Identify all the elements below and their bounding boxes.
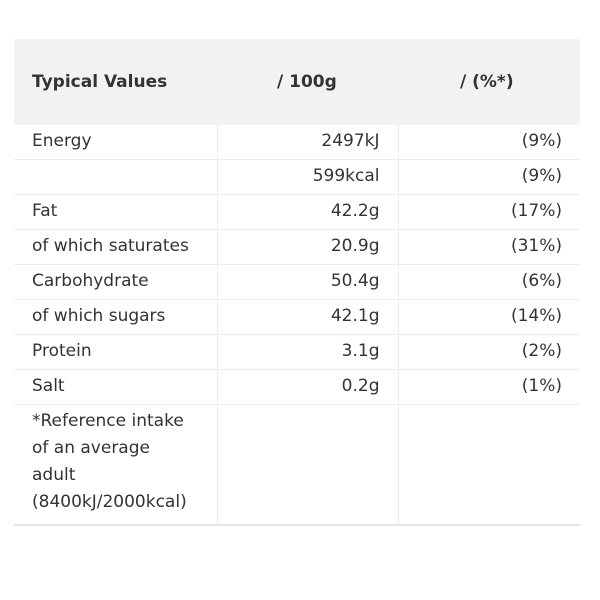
row-percent: (17%) [397, 194, 580, 230]
header-row: Typical Values / 100g / (%*) [14, 39, 580, 125]
row-per-100g: 0.2g [216, 369, 398, 405]
empty-cell [397, 404, 580, 526]
row-label: Carbohydrate [14, 264, 217, 300]
row-per-100g: 3.1g [216, 334, 398, 370]
nutrition-table-container: Typical Values / 100g / (%*) Energy 2497… [14, 39, 580, 526]
table-row-sugars: of which sugars 42.1g (14%) [14, 299, 580, 335]
row-percent: (14%) [397, 299, 580, 335]
row-percent: (9%) [397, 125, 580, 160]
row-per-100g: 20.9g [216, 229, 398, 265]
row-percent: (31%) [397, 229, 580, 265]
reference-intake-footnote: *Reference intake of an average adult (8… [14, 404, 217, 526]
table-header: Typical Values / 100g / (%*) [14, 39, 580, 125]
table-row-energy-kj: Energy 2497kJ (9%) [14, 125, 580, 160]
row-label: Fat [14, 194, 217, 230]
row-label: of which saturates [14, 229, 217, 265]
row-label [14, 159, 217, 195]
row-per-100g: 42.2g [216, 194, 398, 230]
row-per-100g: 2497kJ [216, 125, 398, 160]
row-label: Protein [14, 334, 217, 370]
header-typical-values: Typical Values [32, 72, 168, 92]
table-body: Energy 2497kJ (9%) 599kcal (9%) Fat 42.2… [14, 125, 580, 526]
row-label: of which sugars [14, 299, 217, 335]
header-percent-ri: / (%*) [460, 72, 514, 92]
nutrition-table: Typical Values / 100g / (%*) Energy 2497… [14, 39, 580, 526]
header-per-100g: / 100g [277, 72, 337, 92]
row-per-100g: 50.4g [216, 264, 398, 300]
table-row-salt: Salt 0.2g (1%) [14, 369, 580, 405]
table-row-footnote: *Reference intake of an average adult (8… [14, 404, 580, 526]
row-percent: (9%) [397, 159, 580, 195]
row-per-100g: 42.1g [216, 299, 398, 335]
row-percent: (2%) [397, 334, 580, 370]
row-per-100g: 599kcal [216, 159, 398, 195]
table-row-protein: Protein 3.1g (2%) [14, 334, 580, 370]
table-row-carbohydrate: Carbohydrate 50.4g (6%) [14, 264, 580, 300]
row-label: Energy [14, 125, 217, 160]
table-row-saturates: of which saturates 20.9g (31%) [14, 229, 580, 265]
row-percent: (1%) [397, 369, 580, 405]
table-row-energy-kcal: 599kcal (9%) [14, 159, 580, 195]
row-percent: (6%) [397, 264, 580, 300]
row-label: Salt [14, 369, 217, 405]
empty-cell [216, 404, 398, 526]
table-row-fat: Fat 42.2g (17%) [14, 194, 580, 230]
